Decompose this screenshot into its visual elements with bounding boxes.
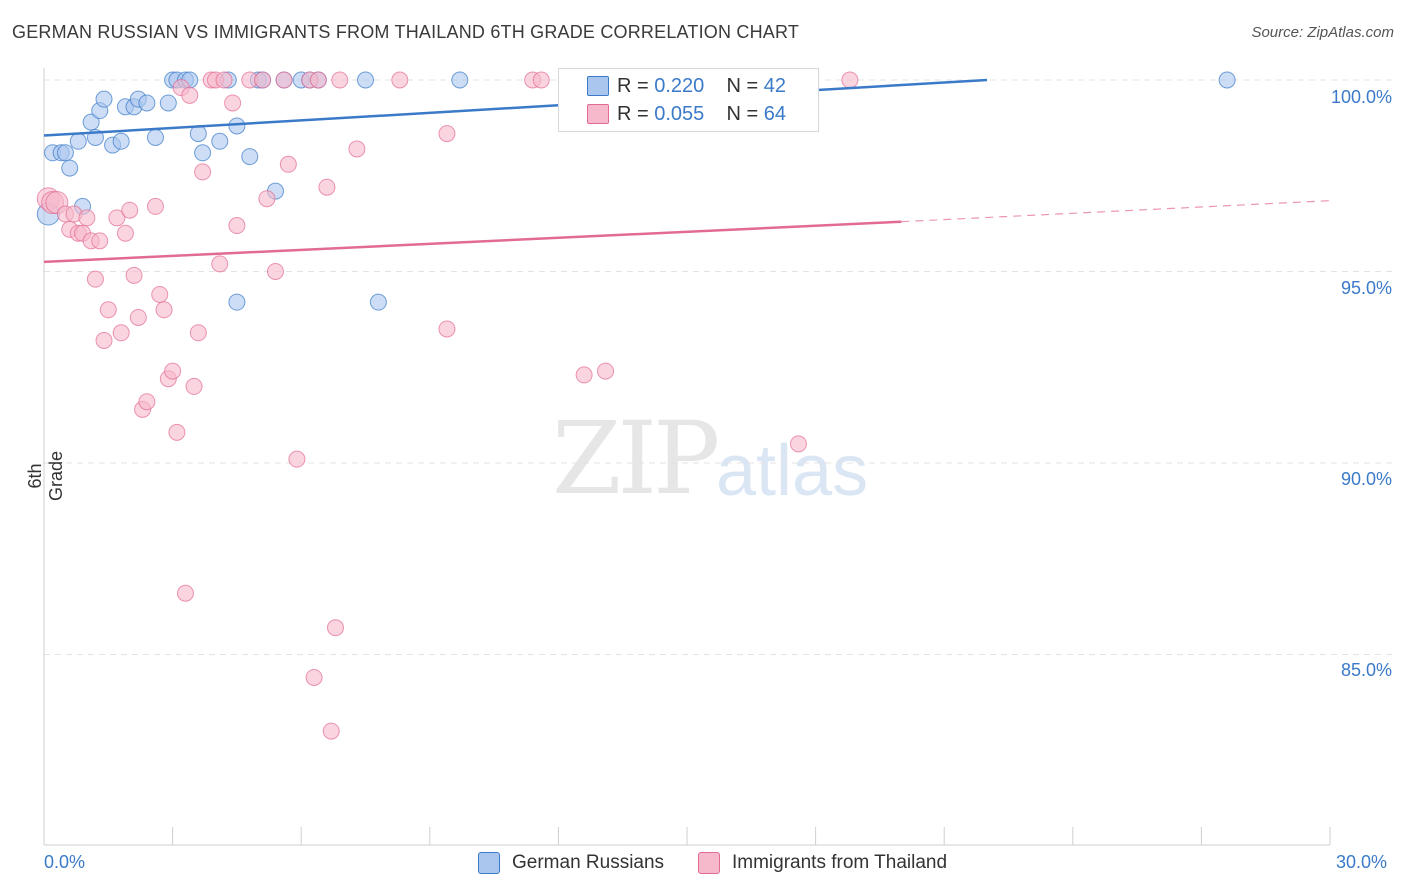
series-legend-item-german-russians[interactable]: German Russians [478,852,664,874]
point-thailand [112,324,130,342]
point-thailand [99,301,117,319]
series-legend-label: Immigrants from Thailand [732,852,948,873]
point-german-russians [69,132,87,150]
legend-r-value: 0.220 [654,74,705,97]
point-german-russians [194,144,212,162]
point-thailand [326,619,344,637]
point-german-russians [228,117,246,135]
point-thailand [309,71,327,89]
point-thailand [575,366,593,384]
point-thailand [86,270,104,288]
point-thailand [597,362,615,380]
legend-row-german-russians: R = 0.220 N = 42 [617,74,786,98]
chart-source: Source: ZipAtlas.com [1251,24,1394,41]
point-german-russians [56,144,74,162]
point-thailand [146,197,164,215]
point-thailand [138,393,156,411]
legend-r-value: 0.055 [654,102,705,125]
point-thailand [266,263,284,280]
series-legend-label: German Russians [512,852,665,873]
watermark-zip: ZIP [552,400,720,517]
legend-row-thailand: R = 0.055 N = 64 [617,102,786,126]
legend-swatch-pink [698,852,720,874]
point-thailand [125,266,143,284]
point-german-russians [95,90,113,108]
y-axis-title: 6th Grade [25,450,66,502]
point-thailand [168,423,186,441]
point-thailand [438,125,456,143]
point-german-russians [138,94,156,112]
point-thailand [391,71,409,89]
point-thailand [789,435,807,453]
trendline-thailand [43,220,902,264]
point-german-russians [369,293,387,311]
point-thailand [155,301,173,319]
point-german-russians [61,159,79,177]
point-thailand [841,71,859,89]
point-german-russians [211,132,229,150]
point-german-russians [451,71,469,89]
point-thailand [95,331,113,349]
series-legend: German Russians Immigrants from Thailand [0,852,1406,878]
y-tick-label-85: 85.0% [1340,660,1392,680]
point-german-russians [241,148,259,166]
legend-n-label: N = [726,102,759,125]
point-thailand [151,285,169,303]
point-thailand [185,377,203,395]
point-thailand [438,320,456,338]
point-thailand [194,163,212,181]
legend-r-label: R = [617,74,649,97]
series-legend-item-thailand[interactable]: Immigrants from Thailand [698,852,947,874]
chart-title: GERMAN RUSSIAN VS IMMIGRANTS FROM THAILA… [12,22,800,42]
legend-swatch-blue [587,76,609,96]
point-thailand [532,71,550,89]
y-tick-label-90: 90.0% [1340,469,1392,489]
legend-swatch-pink [587,104,609,124]
point-thailand [228,217,246,235]
point-thailand [318,178,336,196]
point-thailand [121,201,139,219]
y-tick-label-100: 100.0% [1330,87,1392,107]
correlation-legend: R = 0.220 N = 42 R = 0.055 N = 64 [558,68,819,132]
point-thailand [254,71,272,89]
point-thailand [279,155,297,173]
point-thailand [322,722,340,740]
trendline-german-russians [43,78,988,137]
x-tick-label-min: 0.0% [44,852,86,872]
point-thailand [258,190,276,208]
point-thailand [176,584,194,602]
point-thailand [181,86,199,104]
trendline-extension-thailand [901,200,1331,223]
point-german-russians [1218,71,1236,89]
point-thailand [288,450,306,468]
point-thailand [116,224,134,242]
legend-r-label: R = [617,102,649,125]
point-thailand [224,94,242,112]
point-german-russians [357,71,374,89]
point-german-russians [112,132,130,150]
point-thailand [305,668,323,686]
point-thailand [78,209,96,227]
point-german-russians [146,128,164,146]
legend-n-value: 64 [763,102,787,125]
x-tick-label-max: 30.0% [1336,852,1388,872]
point-thailand [348,140,366,158]
y-tick-label-95: 95.0% [1340,278,1392,298]
point-thailand [164,362,182,380]
legend-n-value: 42 [763,74,787,97]
legend-n-label: N = [726,74,759,97]
point-thailand [108,209,126,227]
point-thailand [211,255,229,273]
point-german-russians [159,94,177,112]
point-thailand [275,71,293,89]
point-thailand [331,71,349,89]
point-german-russians [228,293,246,311]
point-thailand [129,308,147,326]
point-thailand [91,232,109,250]
point-thailand [189,324,207,342]
legend-swatch-blue [478,852,500,874]
point-thailand [215,71,233,89]
